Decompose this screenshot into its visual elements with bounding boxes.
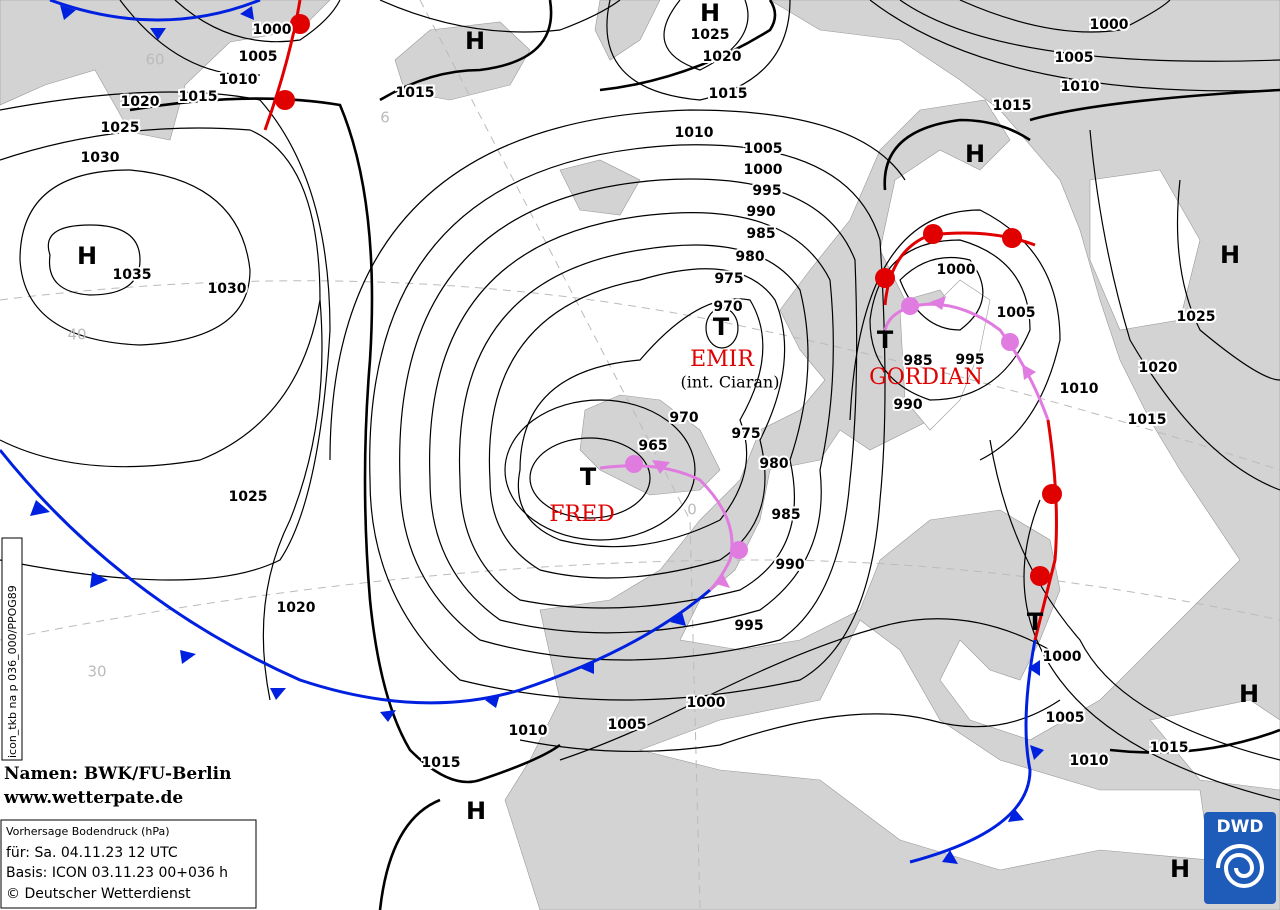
info-line: Vorhersage Bodendruck (hPa) [6, 825, 170, 838]
isobar-label: 985 [746, 226, 775, 242]
isobar-label: 975 [731, 426, 760, 442]
isobar-label: 1020 [1139, 360, 1178, 376]
low-marker: T [580, 463, 597, 491]
isobar-label: 1010 [219, 72, 258, 88]
isobar-label: 1020 [277, 600, 316, 616]
high-marker: H [1239, 680, 1259, 708]
graticule-label: 0 [687, 501, 697, 519]
isobar-label: 1015 [709, 86, 748, 102]
isobar-label: 1015 [1128, 412, 1167, 428]
isobar-label: 990 [893, 397, 922, 413]
info-box [0, 819, 257, 909]
isobar-label: 1005 [1055, 50, 1094, 66]
isobar-label: 1005 [744, 141, 783, 157]
isobar-label: 995 [752, 183, 781, 199]
isobar-label: 1005 [239, 49, 278, 65]
graticule-label: 60 [145, 51, 164, 69]
isobar-label: 1035 [113, 267, 152, 283]
isobar-label: 1000 [687, 695, 726, 711]
pressure-centers: H H H H H H H H T T T T [77, 0, 1259, 883]
graticule-label: 30 [87, 663, 106, 681]
system-name: FRED [549, 502, 615, 527]
isobar-label: 1025 [229, 489, 268, 505]
isobar-label: 980 [735, 249, 764, 265]
high-marker: H [1170, 855, 1190, 883]
isobar-label: 990 [746, 204, 775, 220]
dwd-logo: DWD [1204, 812, 1276, 904]
isobar-label: 1020 [121, 94, 160, 110]
isobar-label: 1015 [1150, 740, 1189, 756]
high-marker: H [77, 242, 97, 270]
graticule-label: 6 [380, 109, 390, 127]
side-label: icon_tkb na p 036_000/PPOG89 [6, 585, 19, 758]
isobar-label: 1025 [101, 120, 140, 136]
isobar-label: 1000 [1090, 17, 1129, 33]
isobar-label: 985 [903, 353, 932, 369]
isobar-label: 1010 [675, 125, 714, 141]
isobar-label: 1025 [691, 27, 730, 43]
isobar-label: 1010 [1060, 381, 1099, 397]
inland-seas [638, 169, 1280, 871]
info-line: Basis: ICON 03.11.23 00+036 h [6, 865, 228, 881]
isobar-label: 970 [713, 299, 742, 315]
system-note: (int. Ciaran) [681, 373, 780, 392]
isobar-label: 995 [734, 618, 763, 634]
high-marker: H [700, 0, 720, 27]
high-marker: H [466, 797, 486, 825]
isobar-label: 1030 [208, 281, 247, 297]
high-marker: H [465, 27, 485, 55]
isobar-labels: 1000100510101015102010251030103510301025… [79, 15, 1218, 773]
system-name: GORDIAN [869, 365, 983, 390]
isobar-label: 1010 [509, 723, 548, 739]
isobar-label: 1005 [1046, 710, 1085, 726]
isobar-label: 1015 [179, 89, 218, 105]
isobar-label: 1000 [253, 22, 292, 38]
low-marker: T [713, 313, 730, 341]
high-marker: H [965, 140, 985, 168]
isobar-label: 975 [714, 271, 743, 287]
credit-url: www.wetterpate.de [3, 788, 183, 808]
isobar-label: 1025 [1177, 309, 1216, 325]
isobar-label: 1005 [997, 305, 1036, 321]
isobar-label: 1015 [422, 755, 461, 771]
fronts [0, 0, 1062, 864]
isobar-label: 1015 [396, 85, 435, 101]
info-line: © Deutscher Wetterdienst [6, 886, 191, 902]
isobar-label: 980 [759, 456, 788, 472]
isobar-label: 1010 [1061, 79, 1100, 95]
side-label-box [1, 537, 23, 761]
system-name: EMIR [690, 347, 755, 372]
high-marker: H [1220, 241, 1240, 269]
isobar-label: 985 [771, 507, 800, 523]
isobar-label: 995 [955, 352, 984, 368]
info-line: für: Sa. 04.11.23 12 UTC [6, 845, 178, 861]
isobar-label: 990 [775, 557, 804, 573]
isobar-label: 1005 [608, 717, 647, 733]
low-marker: T [877, 326, 894, 354]
graticule-label: 40 [67, 326, 86, 344]
isobar-label: 1030 [81, 150, 120, 166]
isobar-label: 970 [669, 410, 698, 426]
isobar-label: 965 [638, 438, 667, 454]
isobar-label: 1000 [1043, 649, 1082, 665]
isobar-label: 1000 [744, 162, 783, 178]
low-marker: T [1027, 608, 1044, 636]
credit-names: Namen: BWK/FU-Berlin [4, 764, 231, 784]
isobar-label: 1020 [703, 49, 742, 65]
isobar-label: 1000 [937, 262, 976, 278]
logo-text: DWD [1217, 817, 1264, 837]
isobar-label: 1015 [993, 98, 1032, 114]
isobar-label: 1010 [1070, 753, 1109, 769]
